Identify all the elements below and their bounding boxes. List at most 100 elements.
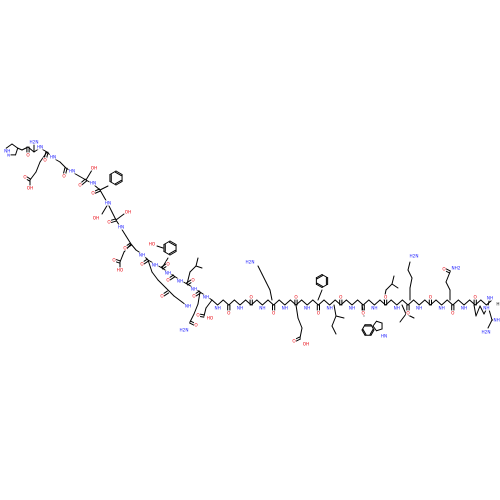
svg-text:O: O [196, 313, 200, 318]
svg-text:O: O [26, 153, 30, 158]
arginine-amine: NH2 [493, 317, 500, 323]
svg-text:NH: NH [304, 306, 310, 311]
bond [333, 304, 337, 317]
glutamine-amide: H2N [179, 327, 189, 333]
svg-text:O: O [23, 175, 27, 180]
svg-text:HN: HN [69, 169, 75, 174]
svg-text:O: O [429, 295, 433, 300]
bond [269, 289, 273, 301]
amide-nh: NH [202, 294, 210, 300]
carbonyl-oxygen: O [271, 310, 276, 316]
svg-text:NH: NH [139, 253, 145, 258]
carbonyl-oxygen: O [191, 293, 196, 299]
bond [323, 299, 331, 306]
bond [59, 161, 67, 169]
bond [390, 299, 398, 306]
svg-text:O: O [192, 294, 196, 299]
glutamate-oh: HO [206, 315, 214, 321]
svg-text:HN: HN [37, 145, 43, 150]
amide-nh: HN [36, 144, 44, 150]
amide-nh: NH [303, 305, 311, 311]
arginine-amine: H2N [481, 329, 491, 335]
bond [109, 181, 117, 186]
bond [479, 305, 485, 315]
bond [370, 324, 375, 331]
bond [147, 259, 153, 273]
bond [297, 317, 303, 329]
bond [169, 240, 177, 245]
bond [409, 277, 413, 289]
svg-text:NH: NH [483, 306, 489, 311]
svg-text:NH: NH [259, 306, 265, 311]
carbonyl-oxygen: O [42, 157, 47, 163]
svg-text:O: O [362, 311, 366, 316]
bond [331, 315, 337, 327]
bond [321, 274, 329, 279]
carbonyl-oxygen: O [193, 322, 198, 328]
amide-nh: NH [236, 305, 244, 311]
amide-nh: NH [482, 305, 490, 311]
bond [480, 299, 487, 306]
n-terminus-amine: H2N [29, 139, 39, 145]
svg-text:HO: HO [207, 316, 214, 321]
bond [195, 265, 203, 269]
svg-text:O: O [43, 158, 47, 163]
bond [114, 179, 122, 185]
bond [316, 282, 324, 287]
svg-text:OH: OH [27, 186, 33, 191]
carbonyl-oxygen: O [159, 293, 164, 299]
svg-text:NH: NH [349, 306, 355, 311]
bond [401, 304, 407, 315]
svg-text:OH: OH [303, 342, 309, 347]
svg-text:O: O [107, 220, 111, 225]
svg-text:NH: NH [214, 306, 220, 311]
bond [239, 299, 247, 306]
bond [487, 300, 490, 307]
carbonyl-oxygen: O [111, 257, 116, 263]
svg-text:O: O [78, 183, 82, 188]
bond [299, 327, 303, 339]
bond [317, 289, 323, 301]
bond [335, 315, 345, 319]
bond [17, 147, 23, 151]
bond [385, 283, 393, 291]
bond [345, 299, 353, 306]
carbonyl-oxygen: O [165, 277, 170, 283]
atom-label-layer: NNHH2NHNHNHNHNHNHNOOOOOOOOOHOHOHOHOHONHN… [3, 139, 500, 347]
bond [312, 299, 319, 306]
svg-text:O: O [62, 174, 66, 179]
bond [399, 313, 407, 323]
svg-text:NH2: NH2 [452, 266, 461, 271]
bond [189, 265, 197, 273]
carbonyl-oxygen: O [106, 219, 111, 225]
bond [169, 251, 177, 256]
glutamate-oh: OH [302, 341, 310, 347]
svg-text:O: O [194, 323, 198, 328]
bond [375, 320, 383, 324]
lysine-amine: H2N [245, 259, 255, 265]
svg-text:O: O [292, 339, 296, 344]
bond [316, 275, 324, 280]
bond [301, 299, 308, 306]
bond [211, 299, 219, 306]
amide-nh: NH [326, 305, 334, 311]
carbonyl-oxygen: O [90, 190, 95, 196]
bond [315, 274, 323, 279]
serine-oh: OH [124, 209, 132, 215]
svg-text:HN: HN [90, 181, 96, 186]
svg-text:H2N: H2N [246, 260, 255, 265]
bond [396, 299, 403, 306]
bond-layer [5, 143, 497, 343]
amide-nh: NH [348, 305, 356, 311]
carbonyl-oxygen: O [383, 294, 388, 300]
bond [351, 299, 359, 306]
amide-nh: HN [117, 224, 125, 230]
svg-text:O: O [474, 295, 478, 300]
bond [217, 299, 224, 306]
svg-text:NH: NH [487, 296, 493, 301]
bond [151, 271, 159, 281]
carbonyl-oxygen: O [190, 277, 195, 283]
svg-text:OH: OH [125, 210, 131, 215]
bond [278, 299, 286, 306]
